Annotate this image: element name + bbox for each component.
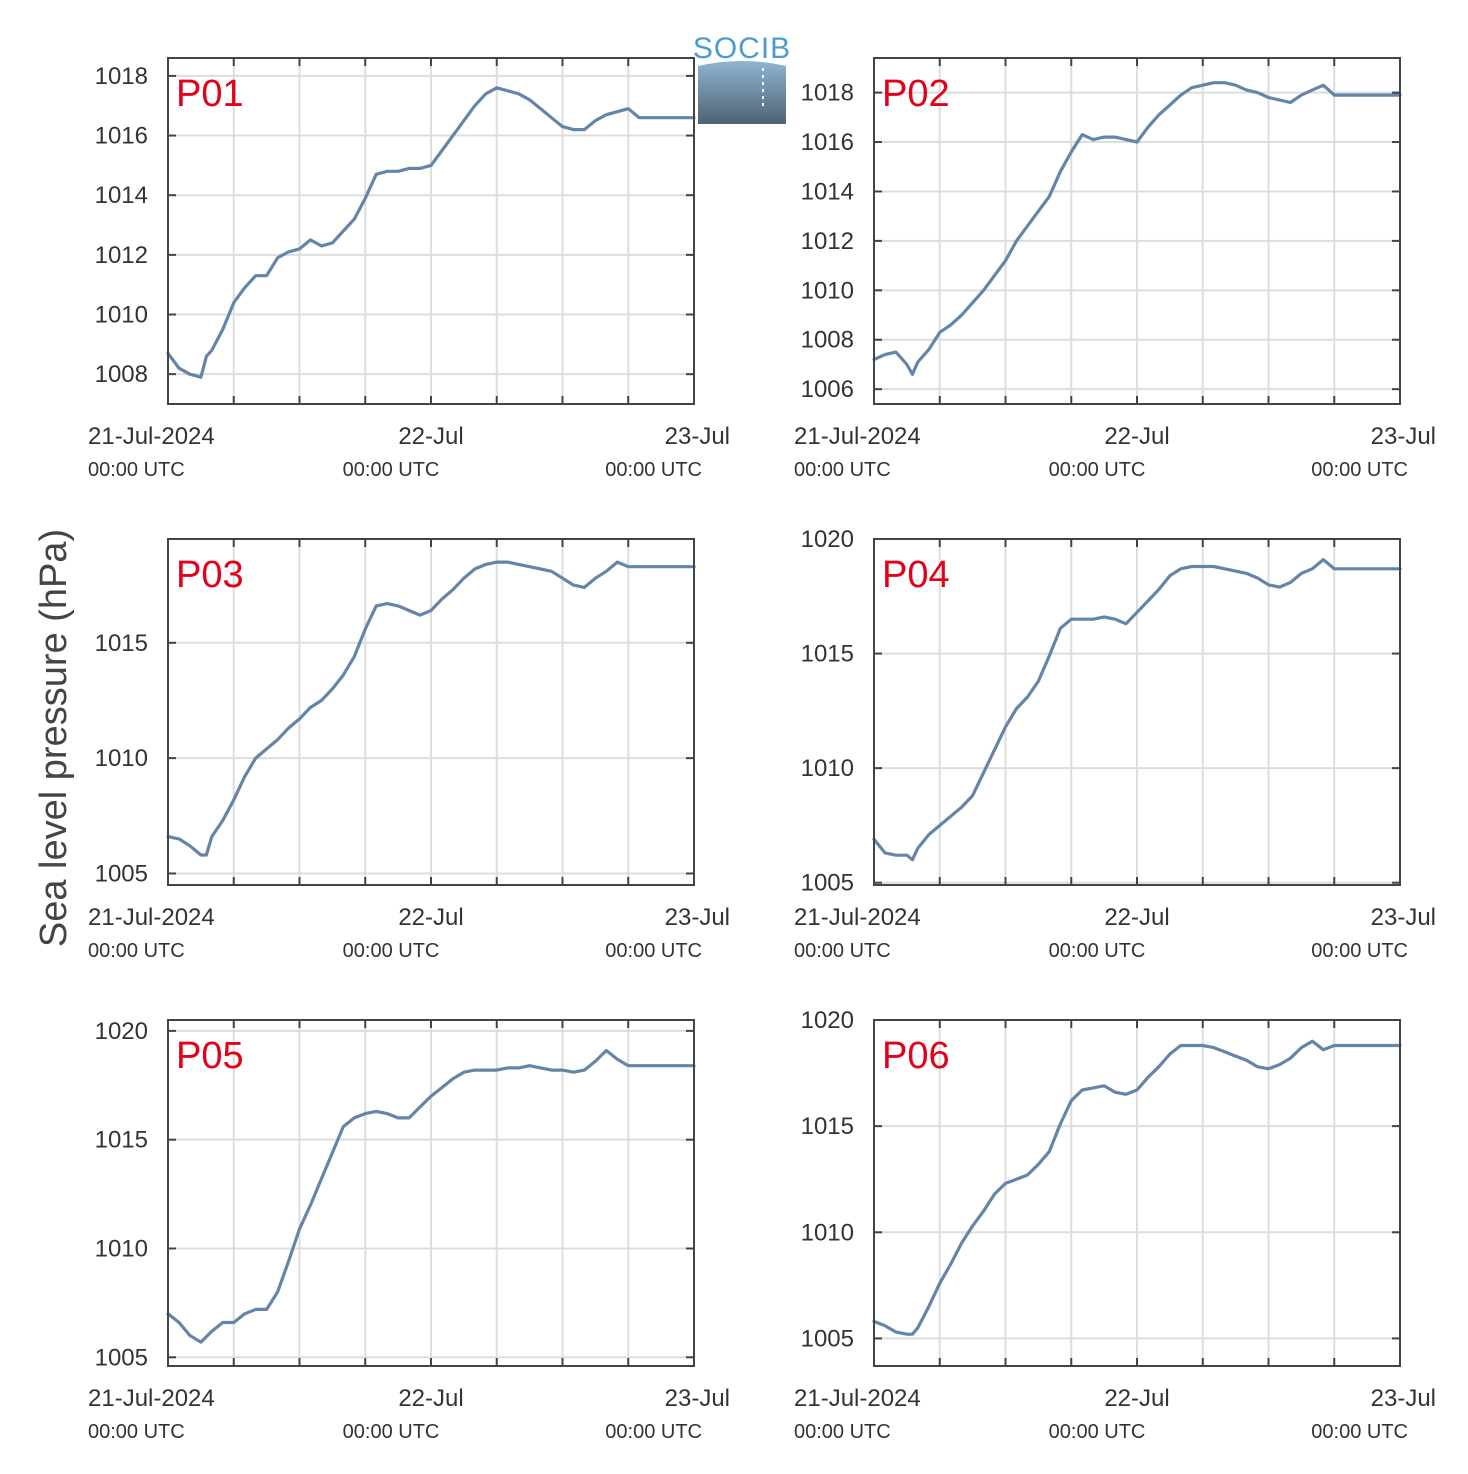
- x-tick-label-date: 23-Jul: [665, 904, 730, 931]
- y-tick-label: 1016: [801, 129, 854, 156]
- x-tick-label-date: 22-Jul: [398, 1385, 463, 1412]
- y-tick-label: 1005: [95, 860, 148, 887]
- y-tick-label: 1008: [95, 361, 148, 388]
- y-tick-label: 1016: [95, 123, 148, 150]
- x-tick-label-date: 22-Jul: [398, 423, 463, 450]
- series-line: [166, 1048, 696, 1344]
- y-tick-label: 1010: [801, 1219, 854, 1246]
- y-tick-label: 1010: [95, 302, 148, 329]
- series-line: [872, 81, 1402, 376]
- y-tick-label: 1014: [801, 178, 854, 205]
- x-tick-label-time: 00:00 UTC: [343, 1421, 440, 1443]
- y-tick-label: 1006: [801, 376, 854, 403]
- x-tick-label-time: 00:00 UTC: [794, 940, 891, 962]
- x-tick-label-date: 22-Jul: [1104, 423, 1169, 450]
- socib-logo-wave: [698, 61, 786, 124]
- x-tick-label-time: 00:00 UTC: [605, 459, 702, 481]
- y-axis-label: Sea level pressure (hPa): [33, 529, 75, 947]
- x-tick-label-time: 00:00 UTC: [1049, 1421, 1146, 1443]
- series-line: [872, 1039, 1402, 1336]
- x-tick-label-date: 21-Jul-2024: [88, 423, 215, 450]
- y-tick-label: 1012: [801, 228, 854, 255]
- x-tick-label-time: 00:00 UTC: [605, 940, 702, 962]
- panel-label: P05: [176, 1035, 244, 1077]
- x-tick-label-time: 00:00 UTC: [88, 459, 185, 481]
- socib-logo: SOCIB: [693, 32, 791, 124]
- y-tick-label: 1010: [801, 755, 854, 782]
- panel-label: P02: [882, 73, 950, 115]
- x-tick-label-date: 21-Jul-2024: [794, 904, 921, 931]
- x-tick-label-time: 00:00 UTC: [343, 459, 440, 481]
- y-tick-label: 1012: [95, 242, 148, 269]
- series-line: [166, 86, 696, 379]
- chart-panel-p02: 1006 1008 1010 1012 1014 1016 1018 21-Jul-2024 0…: [794, 57, 1436, 481]
- x-tick-label-date: 21-Jul-2024: [794, 423, 921, 450]
- x-tick-label-date: 23-Jul: [665, 423, 730, 450]
- panel-label: P01: [176, 73, 244, 115]
- y-tick-label: 1005: [95, 1344, 148, 1371]
- x-tick-label-time: 00:00 UTC: [605, 1421, 702, 1443]
- y-tick-label: 1015: [95, 1127, 148, 1154]
- x-tick-label-time: 00:00 UTC: [1311, 940, 1408, 962]
- x-tick-label-date: 21-Jul-2024: [88, 1385, 215, 1412]
- series-line: [166, 560, 696, 857]
- x-tick-label-time: 00:00 UTC: [794, 1421, 891, 1443]
- chart-panel-p03: 1005 1010 1015 21-Jul-2024 00:00 UTC 22-Jul 00…: [88, 538, 730, 962]
- x-tick-label-date: 23-Jul: [1371, 904, 1436, 931]
- x-tick-label-time: 00:00 UTC: [1311, 1421, 1408, 1443]
- y-tick-label: 1008: [801, 327, 854, 354]
- panel-label: P03: [176, 554, 244, 596]
- x-tick-label-time: 00:00 UTC: [88, 940, 185, 962]
- y-tick-label: 1010: [95, 1235, 148, 1262]
- x-tick-label-time: 00:00 UTC: [1049, 459, 1146, 481]
- y-tick-label: 1010: [95, 745, 148, 772]
- y-tick-label: 1020: [801, 1007, 854, 1034]
- y-tick-label: 1015: [801, 641, 854, 668]
- series-line: [872, 557, 1402, 862]
- socib-logo-text: SOCIB: [693, 32, 791, 65]
- y-tick-label: 1005: [801, 1325, 854, 1352]
- chart-panel-p04: 1005 1010 1015 1020 21-Jul-2024 00:00 UTC 22-J…: [794, 526, 1436, 962]
- y-tick-label: 1020: [801, 526, 854, 553]
- y-tick-label: 1018: [95, 63, 148, 90]
- panel-label: P06: [882, 1035, 950, 1077]
- x-tick-label-date: 21-Jul-2024: [794, 1385, 921, 1412]
- chart-panel-p05: 1005 1010 1015 1020 21-Jul-2024 00:00 UTC 22-J…: [88, 1018, 730, 1443]
- x-tick-label-date: 23-Jul: [1371, 423, 1436, 450]
- panel-label: P04: [882, 554, 950, 596]
- x-tick-label-date: 22-Jul: [1104, 1385, 1169, 1412]
- y-tick-label: 1010: [801, 277, 854, 304]
- x-tick-label-time: 00:00 UTC: [794, 459, 891, 481]
- chart-panel-p01: 1008 1010 1012 1014 1016 1018 21-Jul-2024 00:00…: [88, 57, 730, 481]
- x-tick-label-time: 00:00 UTC: [88, 1421, 185, 1443]
- x-tick-label-date: 23-Jul: [665, 1385, 730, 1412]
- x-tick-label-date: 21-Jul-2024: [88, 904, 215, 931]
- y-tick-label: 1015: [95, 630, 148, 657]
- x-tick-label-date: 22-Jul: [398, 904, 463, 931]
- x-tick-label-time: 00:00 UTC: [343, 940, 440, 962]
- x-tick-label-date: 23-Jul: [1371, 1385, 1436, 1412]
- y-tick-label: 1005: [801, 870, 854, 897]
- y-tick-label: 1018: [801, 80, 854, 107]
- y-tick-label: 1015: [801, 1113, 854, 1140]
- y-tick-label: 1014: [95, 182, 148, 209]
- y-tick-label: 1020: [95, 1018, 148, 1045]
- x-tick-label-date: 22-Jul: [1104, 904, 1169, 931]
- x-tick-label-time: 00:00 UTC: [1049, 940, 1146, 962]
- x-tick-label-time: 00:00 UTC: [1311, 459, 1408, 481]
- chart-panel-p06: 1005 1010 1015 1020 21-Jul-2024 00:00 UTC 22-J…: [794, 1007, 1436, 1443]
